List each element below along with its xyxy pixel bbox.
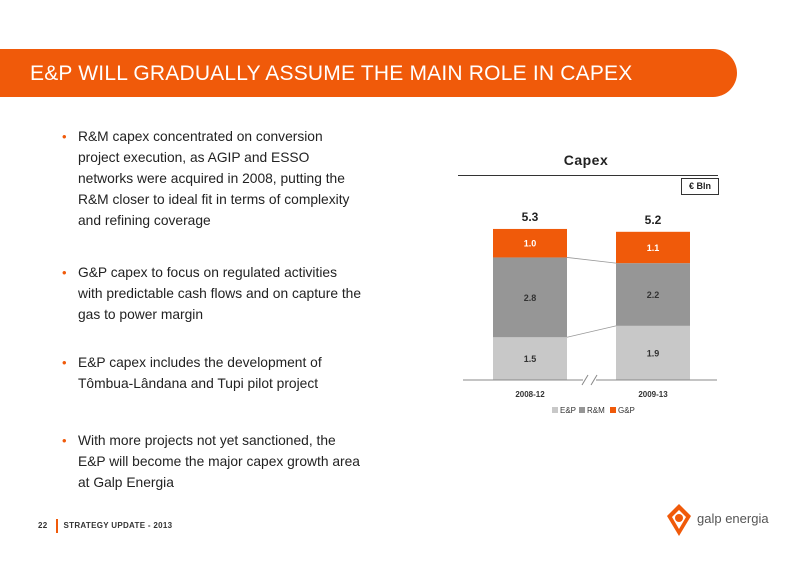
legend-swatch [610,407,616,413]
bar-segment-gp [493,228,567,258]
bullet-marker: • [62,129,67,144]
bullet-item: • E&P capex includes the development of … [62,352,362,394]
capex-chart: Capex € Bln 1.5 2.8 1.0 5.3 2008-12 1.9 2.2 1.1… [455,150,735,430]
legend-swatch [579,407,585,413]
bullet-marker: • [62,355,67,370]
data-label: 1.0 [524,239,537,249]
legend-swatch [552,407,558,413]
logo-text: galp energia [697,511,769,526]
bar-segment-rm [616,263,690,326]
bar-segment-gp [616,231,690,264]
connector-line [566,325,617,338]
bullet-item: • G&P capex to focus on regulated activi… [62,262,362,325]
data-label: 1.9 [647,348,660,358]
page-number: 22 [38,521,48,531]
page-title: E&P WILL GRADUALLY ASSUME THE MAIN ROLE … [30,62,633,85]
chart-title-rule [458,175,718,176]
bullet-text: R&M capex concentrated on conversion pro… [78,129,350,228]
total-label: 5.3 [522,210,539,224]
legend-label: R&M [587,406,605,415]
galp-logo: galp energia [665,500,775,540]
footer: 22 STRATEGY UPDATE - 2013 [38,519,172,533]
data-label: 1.1 [647,243,660,253]
bullet-item: • With more projects not yet sanctioned,… [62,430,362,493]
connector-line [566,257,617,264]
chart-title: Capex [563,152,609,168]
bullet-text: E&P capex includes the development of Tô… [78,355,322,391]
legend-label: E&P [560,406,576,415]
category-label: 2009-13 [638,390,668,399]
bullet-text: G&P capex to focus on regulated activiti… [78,265,362,322]
bullet-marker: • [62,433,67,448]
bullet-text: With more projects not yet sanctioned, t… [78,433,360,490]
bar-segment-ep [616,325,690,380]
bar-segment-ep [493,337,567,380]
chart-plot: 1.5 2.8 1.0 5.3 2008-12 1.9 2.2 1.1 5.2 2009-13 E&… [463,210,717,415]
data-label: 2.2 [647,290,660,300]
category-label: 2008-12 [515,390,545,399]
data-label: 2.8 [524,293,537,303]
total-label: 5.2 [645,213,662,227]
unit-label: € Bln [681,178,719,195]
footer-label: STRATEGY UPDATE - 2013 [63,521,173,531]
title-bar: E&P WILL GRADUALLY ASSUME THE MAIN ROLE … [0,49,737,97]
axis-break-mark [590,374,598,386]
bar-segment-rm [493,257,567,338]
bullet-marker: • [62,265,67,280]
axis-break-mark [581,374,589,386]
legend-label: G&P [618,406,635,415]
bullet-item: • R&M capex concentrated on conversion p… [62,126,362,231]
footer-separator [55,519,58,533]
galp-logo-icon [667,504,691,536]
data-label: 1.5 [524,354,537,364]
